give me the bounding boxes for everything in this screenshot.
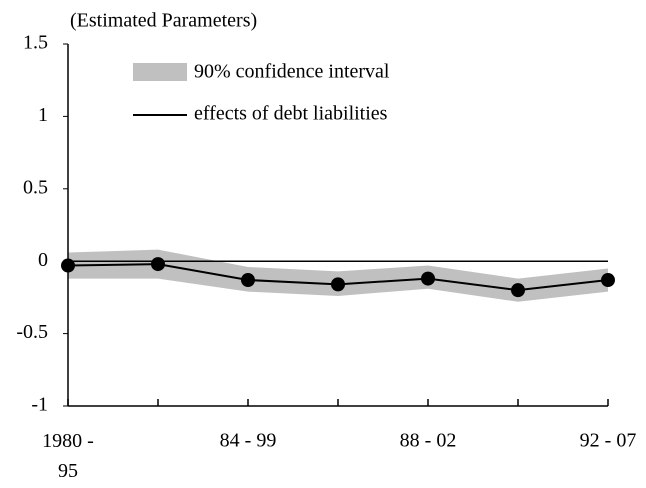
- chart-title: (Estimated Parameters): [70, 10, 257, 32]
- y-tick-label: -1: [31, 394, 48, 416]
- confidence-band: [68, 249, 608, 302]
- x-tick-label: 88 - 02: [400, 430, 457, 452]
- x-tick-label: 92 - 07: [580, 430, 637, 452]
- x-tick-label: 1980 -95: [42, 430, 94, 482]
- point: [241, 273, 255, 288]
- y-tick-label: 0.5: [23, 176, 48, 198]
- point: [331, 277, 345, 292]
- x-tick-label: 84 - 99: [220, 430, 277, 452]
- legend-swatch: [133, 63, 187, 81]
- point: [151, 257, 165, 272]
- point: [511, 283, 525, 298]
- legend-label: 90% confidence interval: [194, 61, 390, 83]
- y-tick-label: 0: [38, 249, 48, 271]
- point: [61, 258, 75, 273]
- point: [601, 273, 615, 288]
- y-tick-label: -0.5: [16, 321, 48, 343]
- y-tick-label: 1.5: [23, 32, 48, 54]
- point: [421, 271, 435, 286]
- legend-label: effects of debt liabilities: [194, 103, 388, 125]
- y-tick-label: 1: [38, 104, 48, 126]
